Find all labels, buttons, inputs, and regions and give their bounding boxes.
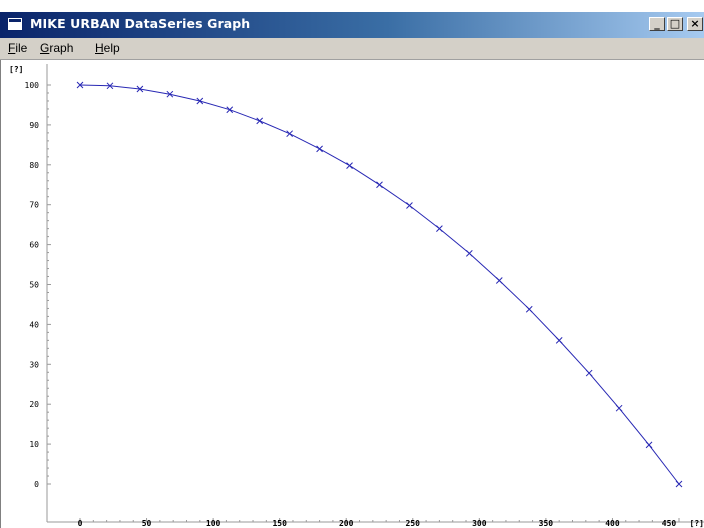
window-title: MIKE URBAN DataSeries Graph	[30, 16, 251, 31]
x-tick-label: 150	[272, 519, 287, 528]
data-point-marker	[196, 97, 204, 105]
data-point-marker	[166, 90, 174, 98]
y-tick-label: 100	[25, 81, 40, 90]
x-tick-label: 0	[78, 519, 83, 528]
close-button[interactable]: ×	[687, 17, 703, 31]
data-point-marker	[645, 441, 653, 449]
plot-area[interactable]: 0 10 20 30 40 50 60 70 80 90 100 [?] 0 50 100 150 200 250…	[0, 60, 704, 528]
data-point-marker	[256, 117, 264, 125]
menu-graph-label: raph	[49, 41, 74, 55]
y-tick-label: 70	[29, 201, 39, 210]
data-point-marker	[76, 81, 84, 89]
x-tick-label: 450	[662, 519, 677, 528]
series-line	[79, 84, 680, 485]
y-tick-label: 0	[34, 480, 39, 489]
y-tick-label: 20	[29, 400, 39, 409]
data-point-marker	[436, 225, 443, 232]
y-tick-label: 30	[29, 360, 39, 369]
menu-help-mnemonic: H	[95, 41, 104, 55]
x-axis-unit-label: [?]	[690, 519, 704, 528]
y-tick-label: 80	[29, 161, 39, 170]
menu-help[interactable]: Help	[95, 41, 120, 55]
data-point-marker	[555, 337, 563, 344]
menu-file-label: ile	[15, 41, 28, 55]
menu-graph-mnemonic: G	[40, 41, 50, 55]
x-tick-label: 300	[472, 519, 487, 528]
y-axis-unit-label: [?]	[9, 65, 23, 74]
data-point-marker	[406, 202, 413, 209]
y-tick-label: 90	[29, 121, 39, 130]
data-point-marker	[346, 162, 353, 169]
x-tick-label: 50	[142, 519, 152, 528]
minimize-button[interactable]: _	[649, 17, 665, 31]
maximize-button[interactable]: □	[667, 17, 683, 31]
data-point-marker	[286, 130, 294, 138]
title-bar[interactable]: MIKE URBAN DataSeries Graph _ □ ×	[0, 12, 704, 38]
data-point-marker	[226, 106, 234, 114]
y-tick-label: 10	[29, 440, 39, 449]
data-point-marker	[615, 404, 623, 412]
menu-help-label: elp	[103, 41, 120, 55]
menu-file-mnemonic: F	[8, 41, 16, 55]
x-tick-label: 250	[406, 519, 421, 528]
y-tick-label: 40	[29, 320, 39, 329]
x-tick-label: 400	[605, 519, 620, 528]
y-tick-label: 50	[29, 281, 39, 290]
menu-bar: File Graph Help	[0, 38, 704, 60]
data-point-marker	[675, 480, 683, 488]
menu-graph[interactable]: Graph	[40, 41, 73, 55]
x-tick-label: 350	[539, 519, 554, 528]
data-point-marker	[316, 145, 323, 153]
x-tick-label: 100	[206, 519, 221, 528]
y-tick-label: 60	[29, 241, 39, 250]
x-tick-label: 200	[339, 519, 354, 528]
data-point-marker	[376, 181, 383, 189]
data-point-marker	[525, 305, 533, 313]
data-point-marker	[106, 82, 114, 90]
data-point-marker	[136, 85, 144, 93]
app-window-icon	[7, 17, 23, 31]
data-point-marker	[465, 250, 473, 257]
data-point-marker	[495, 277, 503, 284]
data-point-marker	[585, 369, 593, 377]
menu-file[interactable]: File	[8, 41, 27, 55]
